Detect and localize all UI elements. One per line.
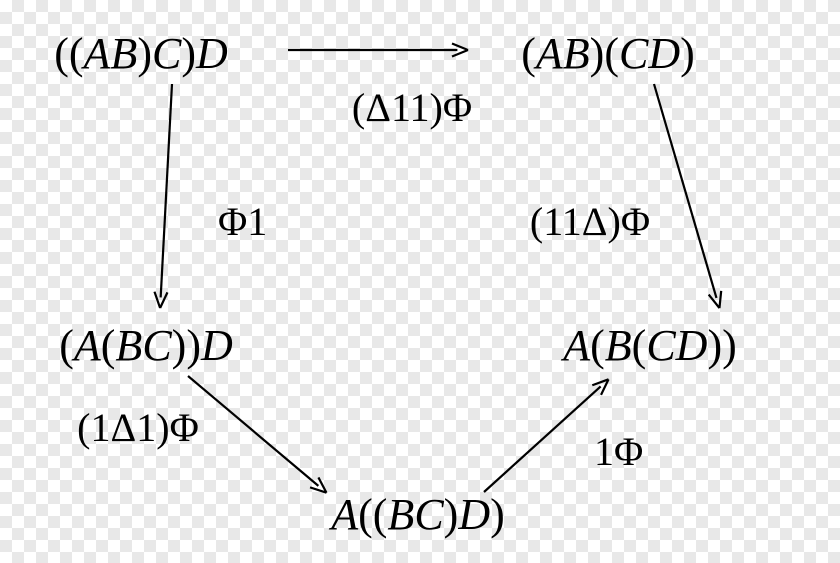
node-mid-right: A(B(CD)) [560, 321, 737, 370]
arrow-left [161, 84, 172, 297]
arrowhead-right-a [709, 295, 720, 309]
arrow-botleft [188, 376, 318, 486]
edge-label-right: (11Δ)Φ [530, 199, 650, 244]
arrow-botright [484, 386, 601, 492]
node-mid-left: (A(BC))D [59, 321, 233, 370]
edge-label-botleft: (1Δ1)Φ [77, 405, 199, 450]
node-top-right: (AB)(CD) [521, 29, 695, 78]
edge-label-top: (Δ11)Φ [352, 85, 472, 130]
pentagon-diagram: ((AB)C)D (AB)(CD) (A(BC))D A(B(CD)) A((B… [0, 0, 840, 563]
arrow-right [654, 84, 716, 298]
edge-label-left: Φ1 [218, 199, 267, 244]
node-bottom: A((BC)D) [328, 490, 505, 539]
edge-label-botright: 1Φ [594, 429, 643, 474]
node-top-left: ((AB)C)D [54, 29, 228, 78]
arrowhead-right-b [719, 291, 721, 308]
edge-labels-group: (Δ11)Φ Φ1 (11Δ)Φ (1Δ1)Φ 1Φ [77, 85, 650, 474]
arrowhead-left-a [154, 292, 160, 308]
